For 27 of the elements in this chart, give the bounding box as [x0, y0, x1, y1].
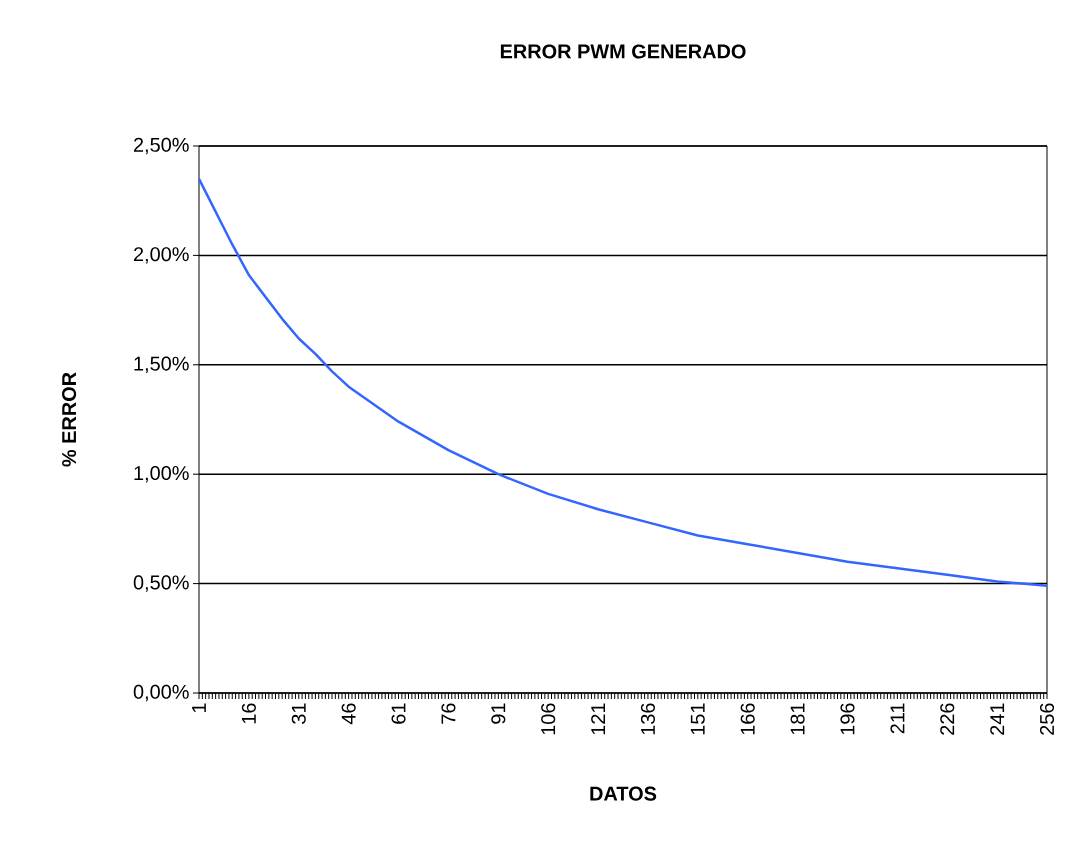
- x-tick-label: 91: [491, 703, 506, 724]
- x-tick-label: 31: [291, 703, 306, 724]
- x-tick-label: 76: [441, 703, 456, 724]
- y-tick-label: 2,00%: [133, 247, 189, 264]
- x-tick-label: 256: [1039, 703, 1055, 735]
- x-tick-label: 106: [541, 703, 556, 735]
- x-tick-label: 241: [990, 703, 1005, 735]
- x-tick-label: 61: [391, 703, 406, 724]
- x-tick-label: 121: [591, 703, 606, 735]
- y-tick-label: 0,50%: [133, 575, 189, 592]
- x-tick-label: 46: [341, 703, 356, 725]
- x-tick-label: 1: [192, 703, 206, 713]
- x-tick-label: 181: [790, 703, 805, 735]
- x-axis-title: DATOS: [590, 786, 657, 801]
- y-tick-label: 0,00%: [133, 684, 189, 702]
- y-tick-label: 1,50%: [134, 356, 189, 374]
- y-tick-label: 2,50%: [133, 137, 189, 155]
- chart-title: ERROR PWM GENERADO: [500, 44, 746, 59]
- x-tick-label: 211: [890, 703, 905, 734]
- y-tick-label: 1,00%: [134, 465, 189, 483]
- x-tick-label: 166: [740, 703, 755, 735]
- x-tick-label: 196: [840, 703, 855, 735]
- x-tick-label: 136: [640, 703, 655, 735]
- y-axis-title: % ERROR: [62, 372, 77, 467]
- x-tick-label: 16: [241, 703, 256, 724]
- x-tick-label: 151: [690, 703, 705, 735]
- x-tick-label: 226: [940, 703, 955, 735]
